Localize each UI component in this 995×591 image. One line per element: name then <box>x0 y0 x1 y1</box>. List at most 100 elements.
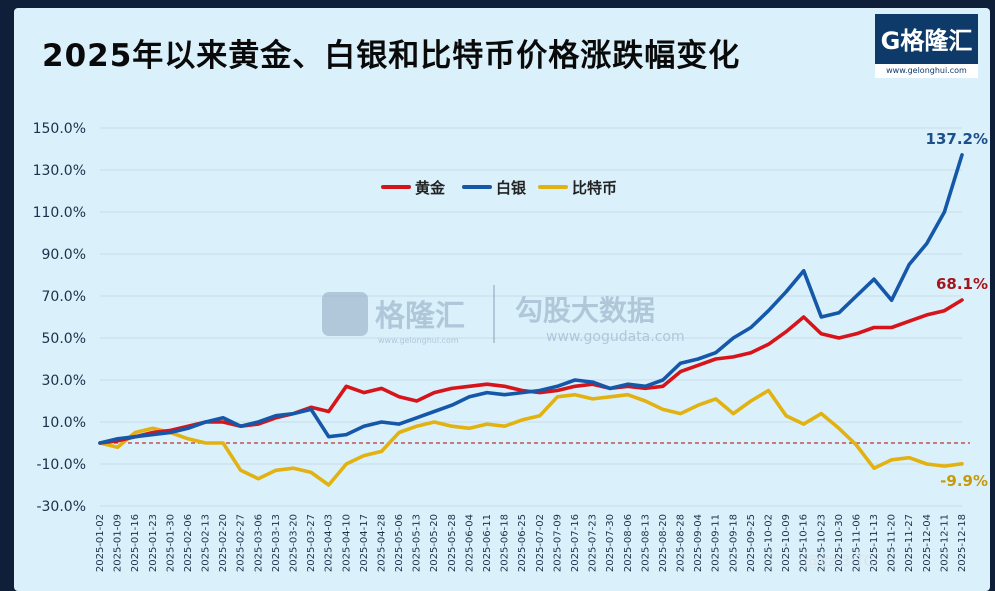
data-point <box>837 311 840 314</box>
data-point <box>767 389 770 392</box>
data-point <box>961 153 963 156</box>
data-point <box>873 467 875 470</box>
y-tick-label: 130.0% <box>33 163 86 179</box>
data-point <box>556 395 559 398</box>
x-tick-label: 2025-06-25 <box>517 514 528 572</box>
x-tick-label: 2025-10-23 <box>816 514 827 572</box>
x-tick-label: 2025-11-13 <box>869 514 880 572</box>
chart-title: 2025年以来黄金、白银和比特币价格涨跌幅变化 <box>42 38 741 74</box>
data-point <box>380 450 383 453</box>
data-point <box>450 387 453 390</box>
x-tick-label: 2025-09-04 <box>693 514 704 572</box>
x-tick-label: 2025-07-23 <box>588 514 599 572</box>
x-tick-label: 2025-11-20 <box>887 514 898 572</box>
legend: 黄金 白银 比特币 <box>381 179 617 197</box>
data-point <box>961 299 963 301</box>
data-point <box>292 467 295 470</box>
x-tick-label: 2025-08-20 <box>658 514 669 572</box>
x-tick-label: 2025-05-13 <box>412 514 423 572</box>
data-point <box>873 326 875 329</box>
data-point <box>327 410 330 413</box>
data-point <box>697 358 700 360</box>
x-tick-label: 2025-07-16 <box>570 514 581 572</box>
data-point <box>503 393 506 396</box>
data-point <box>556 389 559 392</box>
data-point <box>908 263 911 266</box>
data-point <box>609 395 612 398</box>
data-point <box>99 442 101 444</box>
data-point <box>450 425 453 428</box>
x-tick-label: 2025-02-27 <box>236 514 247 572</box>
x-tick-label: 2025-12-04 <box>922 514 933 572</box>
brand-logo-text: G格隆汇 <box>880 27 973 55</box>
data-point <box>890 458 893 461</box>
data-point <box>732 412 735 415</box>
data-point <box>468 395 471 398</box>
y-tick-label: 70.0% <box>42 289 86 305</box>
data-point <box>943 309 946 312</box>
data-point <box>749 351 752 354</box>
x-tick-label: 2025-09-25 <box>746 514 757 572</box>
data-point <box>415 425 418 428</box>
data-point <box>732 337 735 339</box>
data-point <box>714 358 717 360</box>
data-point <box>802 269 805 272</box>
data-point <box>626 383 629 386</box>
x-tick-label: 2025-01-02 <box>95 514 106 572</box>
data-point <box>855 332 858 335</box>
data-point <box>345 385 348 388</box>
data-point <box>380 387 383 390</box>
x-tick-label: 2025-10-09 <box>781 514 792 572</box>
data-point <box>327 484 330 486</box>
data-point <box>732 356 735 358</box>
data-point <box>820 412 823 415</box>
watermark-brand-url: www.gelonghui.com <box>378 336 459 345</box>
data-point <box>204 442 207 444</box>
data-point <box>222 442 225 444</box>
data-point <box>679 370 682 373</box>
data-point <box>239 469 242 472</box>
data-point <box>521 391 524 394</box>
data-point <box>556 385 559 388</box>
data-point <box>662 408 664 411</box>
end-label: 68.1% <box>936 275 988 293</box>
y-tick-label: 90.0% <box>42 247 86 263</box>
data-point <box>802 316 805 318</box>
data-point <box>697 364 700 367</box>
x-tick-label: 2025-01-16 <box>130 514 141 572</box>
data-point <box>204 421 207 423</box>
data-point <box>433 410 436 413</box>
data-point <box>820 316 823 318</box>
data-point <box>134 431 137 434</box>
x-tick-label: 2025-02-13 <box>201 514 212 572</box>
data-point <box>362 454 365 457</box>
data-point <box>486 423 488 425</box>
series-lines <box>98 153 964 487</box>
x-tick-label: 2025-03-27 <box>306 514 317 572</box>
x-tick-label: 2025-03-06 <box>253 514 264 572</box>
data-point <box>257 421 260 423</box>
data-point <box>151 427 154 430</box>
data-point <box>433 391 436 394</box>
x-tick-label: 2025-01-30 <box>165 514 176 572</box>
series-line-1 <box>98 153 964 445</box>
data-point <box>398 423 400 425</box>
x-tick-label: 2025-10-30 <box>834 514 845 572</box>
watermark-data-url: www.gogudata.com <box>546 329 685 345</box>
y-tick-label: -30.0% <box>36 499 86 515</box>
data-point <box>239 425 242 428</box>
data-point <box>679 362 682 365</box>
data-point <box>151 433 154 436</box>
data-point <box>486 391 488 394</box>
data-point <box>345 433 348 436</box>
x-tick-label: 2025-06-18 <box>500 514 511 572</box>
x-tick-label: 2025-02-06 <box>183 514 194 572</box>
data-point <box>275 469 277 472</box>
data-point <box>187 437 189 440</box>
y-tick-label: 10.0% <box>42 415 86 431</box>
data-point <box>116 446 119 449</box>
x-tick-label: 2025-09-18 <box>728 514 739 572</box>
data-point <box>626 393 629 396</box>
data-point <box>785 330 787 333</box>
